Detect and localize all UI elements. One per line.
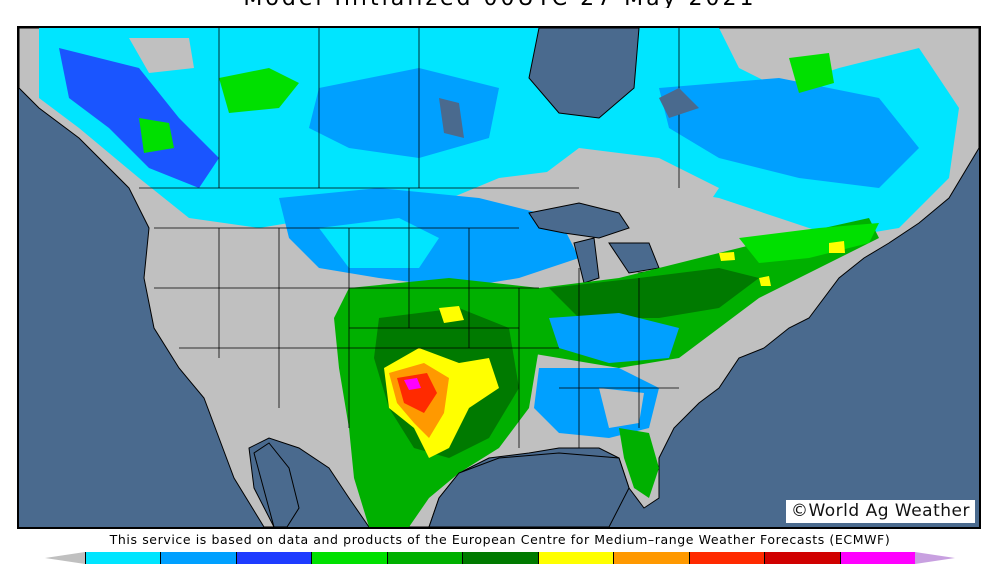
colorbar-left-cap: [45, 552, 85, 564]
colorbar-swatch: [764, 552, 840, 564]
colorbar-swatch: [311, 552, 387, 564]
eastern-us-light-green: [739, 223, 879, 263]
colorbar-swatch: [688, 552, 765, 564]
map-title: Model Initialized 00UTC 27 May 2021: [0, 0, 1000, 8]
colorbar-swatch: [537, 552, 614, 564]
plains-yellow-spot: [439, 306, 464, 323]
canada-gray-patch-2: [129, 38, 194, 73]
colorbar-swatch: [160, 552, 236, 564]
great-lakes: [528, 202, 711, 284]
political-boundaries: [139, 28, 680, 448]
canada-mid-blue-zone: [309, 68, 499, 158]
map-canvas: [19, 28, 979, 527]
canada-green-patch-2: [789, 53, 834, 93]
precipitation-colorbar: [45, 552, 955, 564]
arctic-water-detail: [439, 88, 699, 138]
credit-label: ©World Ag Weather: [785, 500, 975, 523]
colorbar-swatch: [613, 552, 689, 564]
canada-green-patch: [219, 68, 299, 113]
gulf-of-california: [253, 442, 300, 527]
colorbar-swatch: [386, 552, 463, 564]
texas-magenta-core: [404, 378, 421, 390]
colorbar-right-cap: [914, 552, 955, 564]
florida-green: [619, 428, 659, 498]
canada-mid-blue-east: [659, 78, 919, 188]
hudson-bay: [528, 28, 640, 119]
colorbar-swatch: [235, 552, 312, 564]
southeast-gray: [599, 388, 644, 428]
gulf-of-mexico: [428, 452, 630, 527]
eastern-us-dark-green: [549, 268, 759, 318]
east-yellow-spot: [719, 241, 845, 286]
colorbar-swatch: [839, 552, 915, 564]
canada-green-patch-3: [139, 118, 174, 153]
colorbar-swatch: [462, 552, 538, 564]
source-note: This service is based on data and produc…: [109, 532, 891, 547]
precipitation-map: ©World Ag Weather: [17, 26, 981, 529]
colorbar-swatch: [85, 552, 161, 564]
ohio-valley-blue: [549, 313, 679, 363]
